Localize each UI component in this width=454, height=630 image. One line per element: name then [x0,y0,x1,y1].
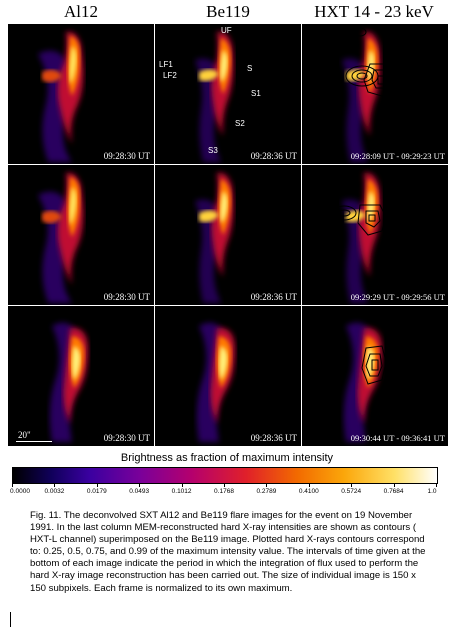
colorbar-tick [139,483,141,487]
panel-r1-c2: UF LF1 LF2 S S1 S2 S3 09:28:36 UT [155,24,301,164]
panel-r1-c3: 09:28:09 UT - 09:29:23 UT [302,24,448,164]
colorbar-tick-label: 0.4100 [298,488,319,495]
flare-image [155,24,301,164]
label-s1: S1 [251,89,261,98]
panel-r2-c2: 09:28:36 UT [155,165,301,305]
colorbar-tick [224,483,225,487]
colorbar-tick-label: 0.0032 [44,488,65,495]
colorbar-tick-label: 0.1012 [171,488,192,495]
panel-r1-c1: 09:28:30 UT [8,24,154,164]
flare-image [8,306,154,446]
colorbar-tick [351,483,353,487]
colorbar-tick [12,483,13,487]
panel-time: 09:28:36 UT [250,151,297,161]
colorbar-tick-label: 0.5724 [341,488,362,495]
panel-time: 09:28:30 UT [103,433,150,443]
colorbar-tick [393,483,395,487]
scale-label: 20" [18,430,31,440]
panel-time: 09:28:36 UT [250,433,297,443]
colorbar-tick [436,483,437,487]
panel-time: 09:28:30 UT [103,151,150,161]
panel-r3-c3: 09:30:44 UT - 09:36:41 UT [302,306,448,446]
label-uf: UF [221,26,232,35]
panel-time: 09:28:09 UT - 09:29:23 UT [350,151,445,161]
panel-time: 09:29:29 UT - 09:29:56 UT [350,292,445,302]
panel-r3-c1: 20" 09:28:30 UT [8,306,154,446]
label-lf2: LF2 [163,71,177,80]
flare-image-with-contours [331,165,387,305]
panel-time: 09:30:44 UT - 09:36:41 UT [350,433,445,443]
colorbar-tick-label: 0.2789 [256,488,277,495]
colorbar-tick [96,483,98,487]
column-header-al12: Al12 [64,2,98,21]
label-s: S [247,64,253,73]
hxt-contours [345,27,395,97]
flare-image-with-contours [302,306,387,446]
colorbar-tick [181,483,183,487]
colorbar-tick [54,483,56,487]
label-lf1: LF1 [159,60,173,69]
colorbar-tick-label: 0.0179 [86,488,107,495]
panel-time: 09:28:30 UT [103,292,150,302]
flare-image [8,24,154,164]
colorbar-title: Brightness as fraction of maximum intens… [120,452,334,464]
flare-image [155,306,301,446]
flare-image [8,165,154,305]
colorbar-tick-label: 0.0000 [10,488,30,495]
flare-image-with-contours [302,27,395,164]
colorbar-tick [266,483,268,487]
panel-r2-c1: 09:28:30 UT [8,165,154,305]
colorbar-tick-label: 1.0 [427,488,437,495]
caption-text: Fig. 11. The deconvolved SXT Al12 and Be… [30,510,426,594]
label-s3: S3 [208,146,218,155]
colorbar-tick-label: 0.1768 [214,488,234,495]
panel-r3-c2: 09:28:36 UT [155,306,301,446]
panel-r2-c3: 09:29:29 UT - 09:29:56 UT [302,165,448,305]
hxt-contours [331,204,387,236]
scale-bar [16,441,52,442]
text-cursor [10,612,11,627]
label-s2: S2 [235,119,245,128]
panel-time: 09:28:36 UT [250,292,297,302]
flare-image [155,165,301,305]
colorbar-ticks: 0.0000 0.0032 0.0179 0.0493 0.1012 0.1768 0.27… [10,483,438,497]
figure-caption: Fig. 11. The deconvolved SXT Al12 and Be… [30,510,430,595]
colorbar-tick-label: 0.7684 [383,488,404,495]
colorbar [12,467,438,484]
column-header-hxt: HXT 14 - 23 keV [314,2,434,21]
hxt-contours [361,345,387,385]
column-header-be119: Be119 [206,2,250,21]
colorbar-tick [308,483,310,487]
colorbar-tick-label: 0.0493 [129,488,150,495]
